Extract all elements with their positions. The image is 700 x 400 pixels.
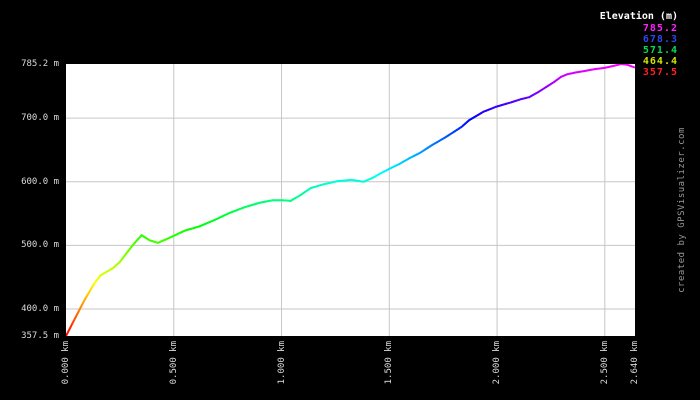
y-axis-tick-label: 357.5 m <box>21 331 59 341</box>
legend-title: Elevation (m) <box>599 11 678 22</box>
credit-text: created by GPSVisualizer.com <box>677 127 687 293</box>
legend-color-scale: 785.2 678.3 571.4 464.4 357.5 <box>600 23 678 78</box>
x-axis-tick-label: 1.500 km <box>384 341 395 385</box>
y-axis-tick-label: 700.0 m <box>21 113 59 124</box>
y-axis-tick-label: 785.2 m <box>21 59 59 69</box>
y-axis-tick-label: 400.0 m <box>21 303 59 314</box>
x-axis-tick-label: 0.000 km <box>61 341 71 385</box>
elevation-line-segment <box>630 65 635 69</box>
x-axis-tick-label: 1.000 km <box>276 341 287 385</box>
x-axis-tick-label: 2.640 km <box>630 341 640 385</box>
legend: Elevation (m) 785.2 678.3 571.4 464.4 357.5 <box>600 10 678 78</box>
plot-area <box>66 64 635 336</box>
x-axis-tick-label: 2.000 km <box>492 341 503 385</box>
legend-entry: 357.5 <box>642 67 678 78</box>
legend-entry: 785.2 <box>642 23 678 34</box>
x-axis-tick-label: 2.500 km <box>599 341 610 385</box>
y-axis-tick-label: 500.0 m <box>21 240 59 251</box>
x-axis-tick-label: 0.500 km <box>168 341 179 385</box>
legend-entry: 678.3 <box>642 34 678 45</box>
elevation-line-canvas <box>66 64 635 336</box>
y-axis-tick-label: 600.0 m <box>21 176 59 187</box>
legend-entry: 464.4 <box>642 56 678 67</box>
legend-entry: 571.4 <box>642 45 678 56</box>
